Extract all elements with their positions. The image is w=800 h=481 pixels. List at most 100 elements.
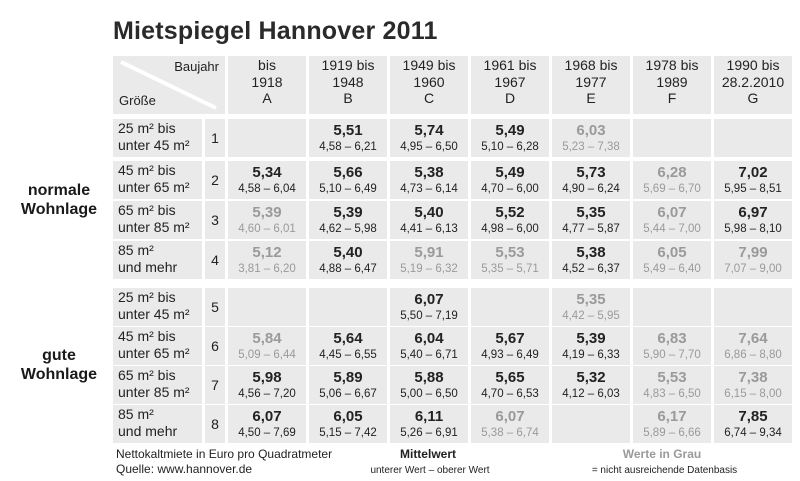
rent-value: 5,66 5,10 – 6,49 (319, 164, 377, 196)
rent-cell (714, 119, 792, 157)
rent-value: 5,98 4,56 – 7,20 (238, 369, 296, 401)
rent-mean: 5,67 (495, 330, 525, 347)
legend-grey-explain: = nicht ausreichende Datenbasis (591, 465, 738, 476)
rent-mean: 5,73 (576, 164, 606, 181)
rent-range: 5,35 – 5,71 (481, 263, 539, 275)
rent-value: 6,07 4,50 – 7,69 (238, 408, 296, 440)
rent-mean: 5,38 (576, 244, 606, 261)
rent-range: 6,86 – 8,80 (724, 349, 782, 361)
rent-range: 4,70 – 6,53 (481, 388, 539, 400)
rent-range: 5,50 – 7,19 (400, 310, 458, 322)
header-groesse-label: Größe (119, 92, 156, 108)
group-label-line: gute (42, 347, 76, 364)
size-label: 45 m² bis unter 65 m² (113, 327, 202, 365)
rent-range: 5,23 – 7,38 (562, 141, 620, 153)
rent-value: 7,64 6,86 – 8,80 (724, 330, 782, 362)
page-title: Mietspiegel Hannover 2011 (113, 17, 438, 45)
rent-range: 5,69 – 6,70 (643, 183, 701, 195)
rent-range: 4,42 – 5,95 (562, 310, 620, 322)
rent-mean: 5,88 (414, 369, 444, 386)
row-number: 8 (205, 405, 225, 443)
size-label-line: 85 m² (118, 406, 154, 422)
column-header-line: 1978 bis (645, 57, 699, 73)
rent-mean: 5,74 (414, 122, 444, 139)
rent-value: 5,73 4,90 – 6,24 (562, 164, 620, 196)
group-label-gute: gute Wohnlage (4, 346, 114, 384)
rent-range: 5,90 – 7,70 (643, 349, 701, 361)
rent-cell: 5,38 4,52 – 6,37 (552, 241, 630, 279)
rent-cell: 5,89 5,06 – 6,67 (309, 366, 387, 404)
rent-mean: 6,07 (414, 291, 444, 308)
rent-range: 5,38 – 6,74 (481, 427, 539, 439)
rent-cell (633, 288, 711, 326)
rent-cell: 5,34 4,58 – 6,04 (228, 161, 306, 199)
rent-mean: 6,83 (657, 330, 687, 347)
size-label: 85 m² und mehr (113, 405, 202, 443)
size-label-line: 25 m² bis (118, 289, 176, 305)
rent-range: 4,19 – 6,33 (562, 349, 620, 361)
rent-value: 5,49 5,10 – 6,28 (481, 122, 539, 154)
rent-range: 3,81 – 6,20 (238, 263, 296, 275)
rent-value: 5,38 4,73 – 6,14 (400, 164, 458, 196)
rent-value: 5,49 4,70 – 6,00 (481, 164, 539, 196)
rent-cell: 5,40 4,41 – 6,13 (390, 201, 468, 239)
rent-value: 5,67 4,93 – 6,49 (481, 330, 539, 362)
rent-value: 6,07 5,44 – 7,00 (643, 204, 701, 236)
rent-range: 5,06 – 6,67 (319, 388, 377, 400)
rent-mean: 5,49 (495, 164, 525, 181)
rent-mean: 6,11 (414, 408, 444, 425)
rent-value: 6,97 5,98 – 8,10 (724, 204, 782, 236)
rent-mean: 5,39 (333, 204, 363, 221)
rent-range: 4,88 – 6,47 (319, 263, 377, 275)
column-header-line: 1977 (575, 73, 607, 90)
rent-value: 7,02 5,95 – 8,51 (724, 164, 782, 196)
rent-range: 4,62 – 5,98 (319, 223, 377, 235)
rent-cell: 6,28 5,69 – 6,70 (633, 161, 711, 199)
rent-cell: 6,07 5,44 – 7,00 (633, 201, 711, 239)
rent-range: 4,56 – 7,20 (238, 388, 296, 400)
column-header-line: 1989 (656, 73, 688, 90)
rent-value: 6,03 5,23 – 7,38 (562, 122, 620, 154)
rent-range: 4,90 – 6,24 (562, 183, 620, 195)
column-header-line: 1990 bis (726, 57, 780, 73)
column-header: 1978 bis 1989 F (633, 56, 711, 114)
size-label: 65 m² bis unter 85 m² (113, 366, 202, 404)
rent-value: 5,91 5,19 – 6,32 (400, 244, 458, 276)
rent-mean: 5,98 (252, 369, 282, 386)
column-header-letter: D (504, 90, 516, 106)
rent-mean: 5,65 (495, 369, 525, 386)
rent-cell: 7,38 6,15 – 8,00 (714, 366, 792, 404)
size-label-line: unter 65 m² (118, 179, 190, 195)
row-number: 2 (205, 161, 225, 199)
group-label-line: Wohnlage (20, 201, 98, 218)
rent-value: 5,88 5,00 – 6,50 (400, 369, 458, 401)
rent-mean: 6,97 (738, 204, 768, 221)
rent-cell (552, 405, 630, 443)
rent-range: 4,73 – 6,14 (400, 183, 458, 195)
rent-value: 6,04 5,40 – 6,71 (400, 330, 458, 362)
rent-cell: 5,35 4,42 – 5,95 (552, 288, 630, 326)
rent-mean: 5,89 (333, 369, 363, 386)
rent-cell: 5,39 4,62 – 5,98 (309, 201, 387, 239)
rent-value: 5,74 4,95 – 6,50 (400, 122, 458, 154)
column-header: 1949 bis 1960 C (390, 56, 468, 114)
rent-mean: 6,04 (414, 330, 444, 347)
rent-cell: 7,99 7,07 – 9,00 (714, 241, 792, 279)
rent-value: 5,32 4,12 – 6,03 (562, 369, 620, 401)
rent-range: 5,15 – 7,42 (319, 427, 377, 439)
rent-range: 4,70 – 6,00 (481, 183, 539, 195)
rent-cell (714, 288, 792, 326)
diagonal-line (120, 60, 217, 110)
rent-mean: 7,38 (738, 369, 768, 386)
rent-mean: 5,49 (495, 122, 525, 139)
rent-range: 4,93 – 6,49 (481, 349, 539, 361)
rent-value: 5,34 4,58 – 6,04 (238, 164, 296, 196)
rent-range: 5,98 – 8,10 (724, 223, 782, 235)
rent-mean: 7,02 (738, 164, 768, 181)
rent-cell: 5,66 5,10 – 6,49 (309, 161, 387, 199)
row-number: 6 (205, 327, 225, 365)
column-header-letter: A (262, 90, 272, 106)
rent-value: 5,53 5,35 – 5,71 (481, 244, 539, 276)
size-label-line: unter 65 m² (118, 345, 190, 361)
rent-value: 5,35 4,42 – 5,95 (562, 291, 620, 323)
